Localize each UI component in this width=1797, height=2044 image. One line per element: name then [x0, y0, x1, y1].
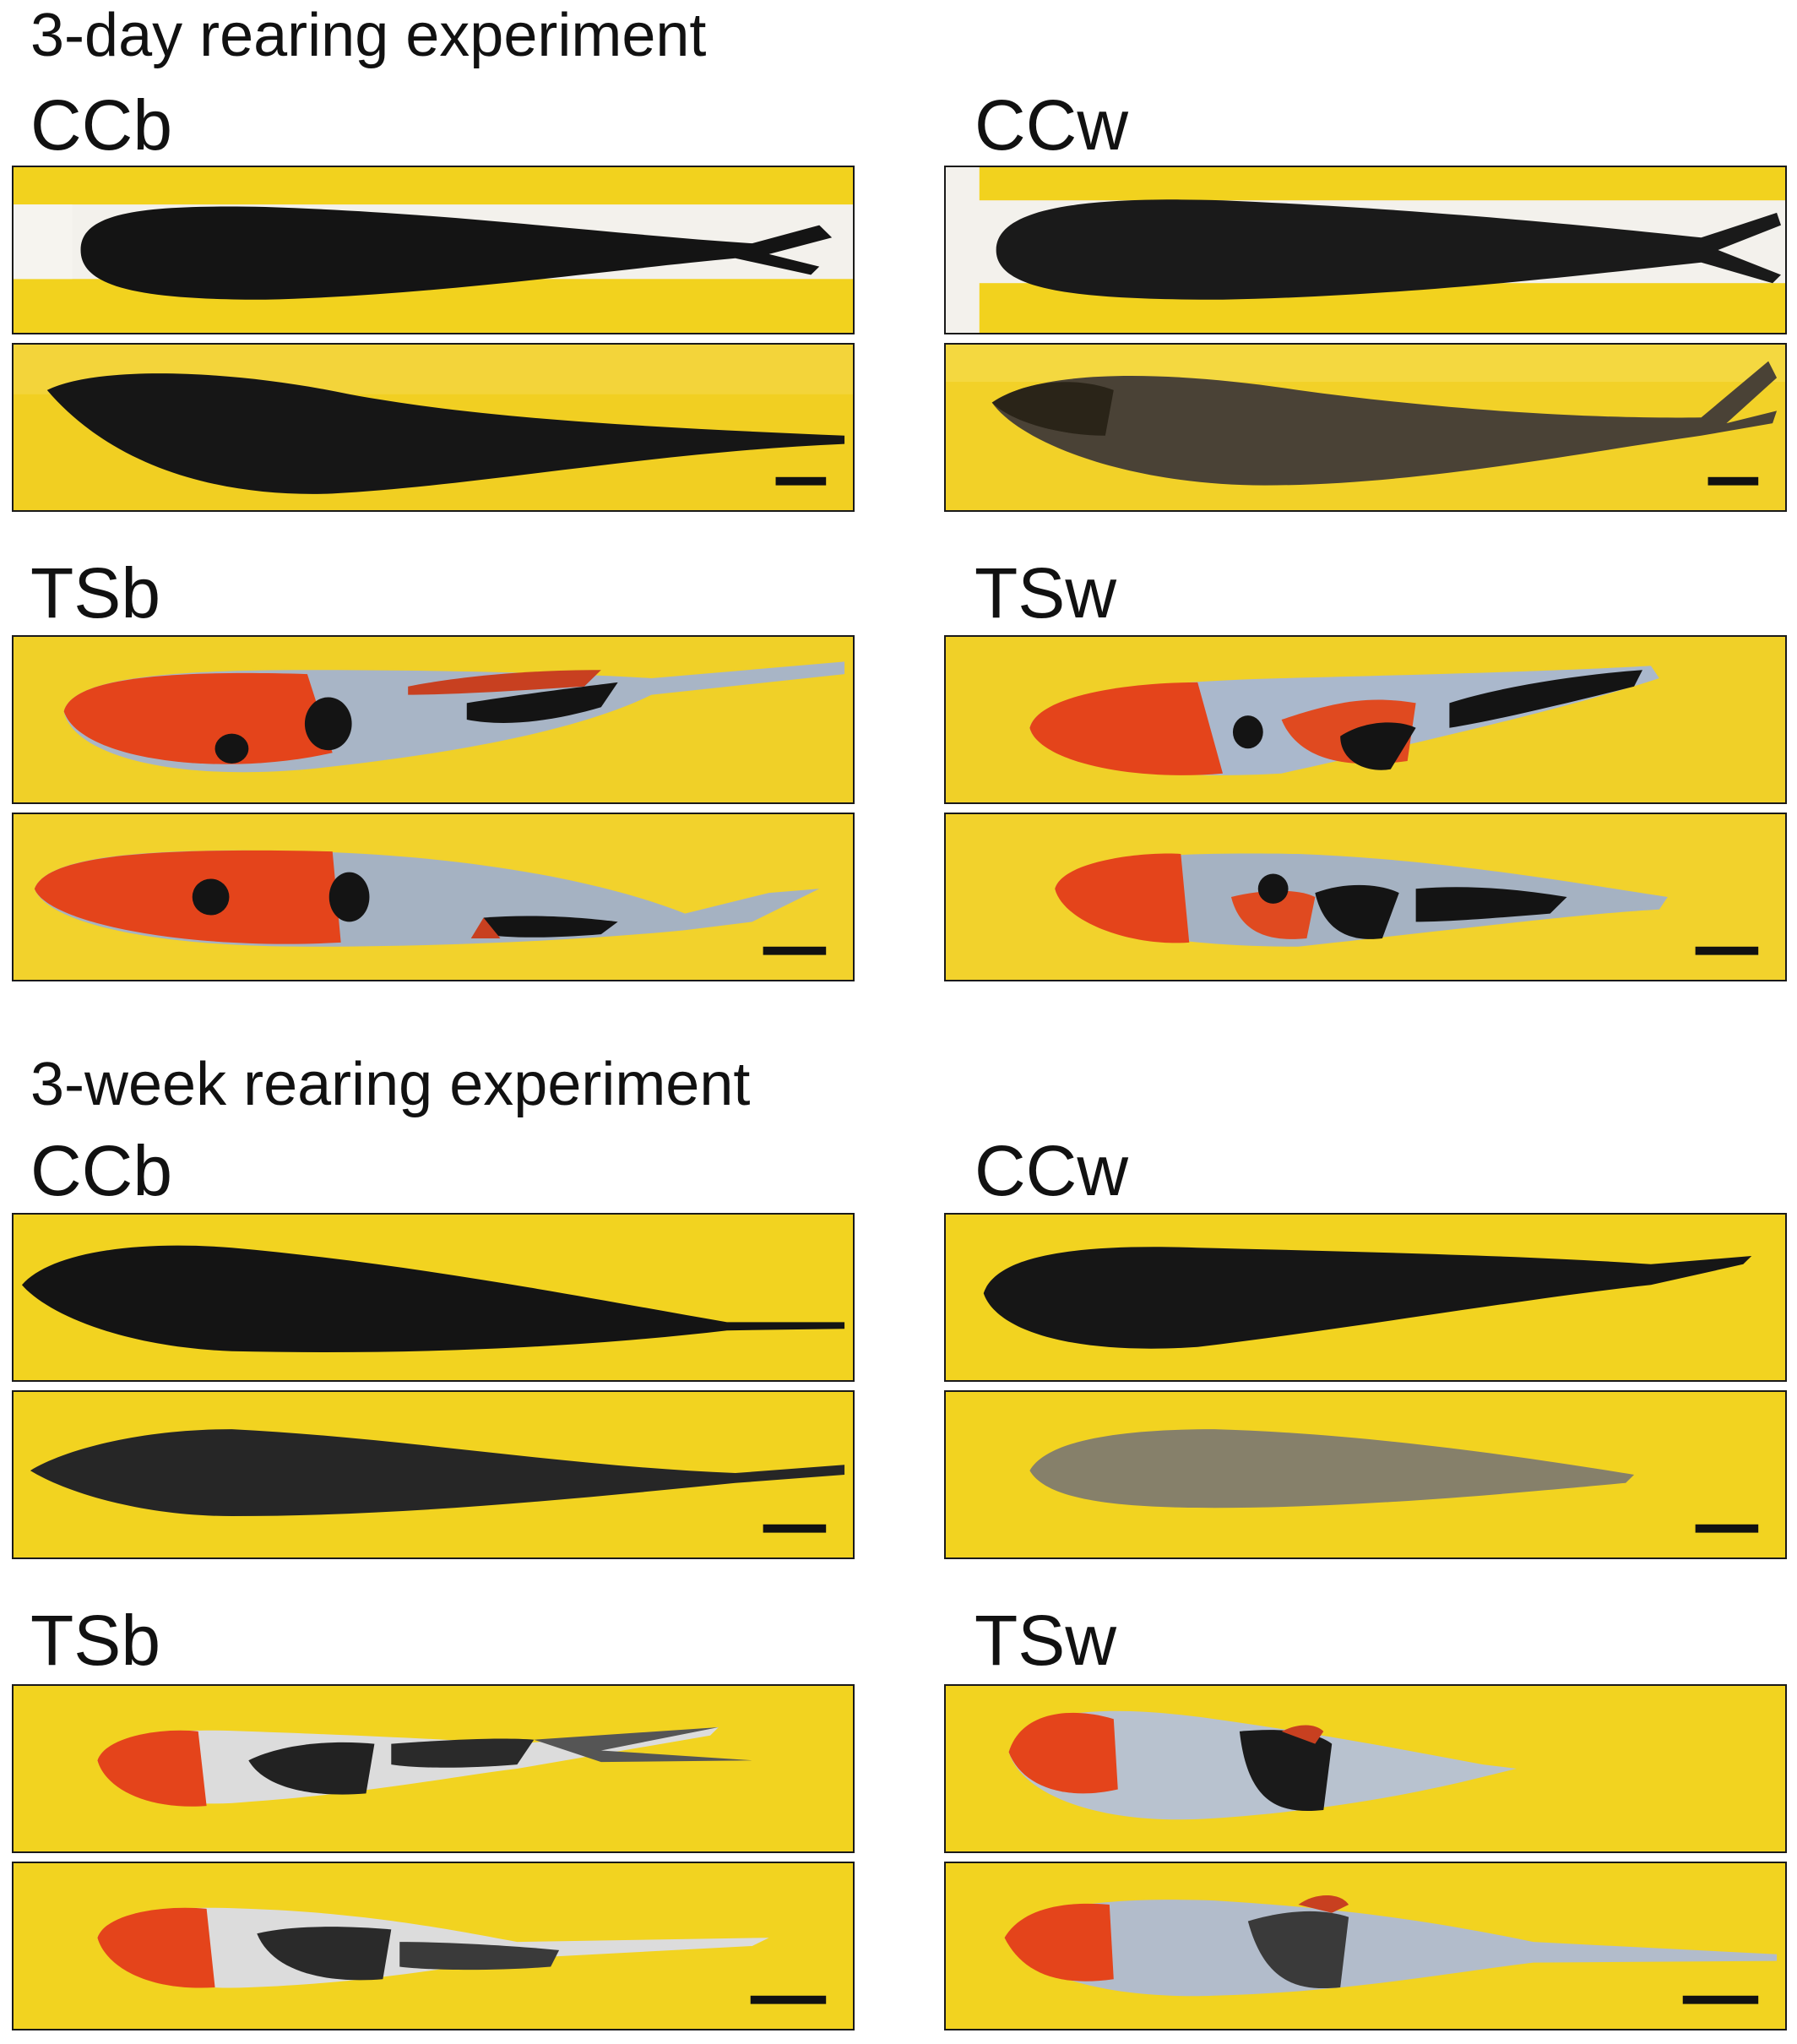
section-title-3-day: 3-day rearing experiment	[30, 2, 707, 69]
photo-3week-tsw-top	[944, 1684, 1787, 1853]
photo-3day-tsb-bottom	[12, 813, 855, 981]
photo-3week-tsb-bottom	[12, 1862, 855, 2030]
photo-3day-tsw-top	[944, 635, 1787, 804]
photo-3day-ccw-top	[944, 166, 1787, 334]
photo-3week-ccw-top	[944, 1213, 1787, 1382]
photo-3day-ccb-bottom	[12, 343, 855, 512]
label-3day-tsw: TSw	[975, 553, 1116, 633]
label-3day-ccw: CCw	[975, 85, 1128, 165]
label-3day-ccb: CCb	[30, 85, 173, 165]
photo-3day-ccb-top	[12, 166, 855, 334]
photo-3day-ccw-bottom	[944, 343, 1787, 512]
label-3day-tsb: TSb	[30, 553, 161, 633]
photo-3day-tsw-bottom	[944, 813, 1787, 981]
section-title-3-week: 3-week rearing experiment	[30, 1051, 751, 1118]
label-3week-tsw: TSw	[975, 1601, 1116, 1680]
photo-3week-tsw-bottom	[944, 1862, 1787, 2030]
label-3week-ccb: CCb	[30, 1131, 173, 1210]
photo-3week-tsb-top	[12, 1684, 855, 1853]
photo-3week-ccb-bottom	[12, 1390, 855, 1559]
photo-3week-ccb-top	[12, 1213, 855, 1382]
photo-3week-ccw-bottom	[944, 1390, 1787, 1559]
label-3week-ccw: CCw	[975, 1131, 1128, 1210]
photo-3day-tsb-top	[12, 635, 855, 804]
label-3week-tsb: TSb	[30, 1601, 161, 1680]
